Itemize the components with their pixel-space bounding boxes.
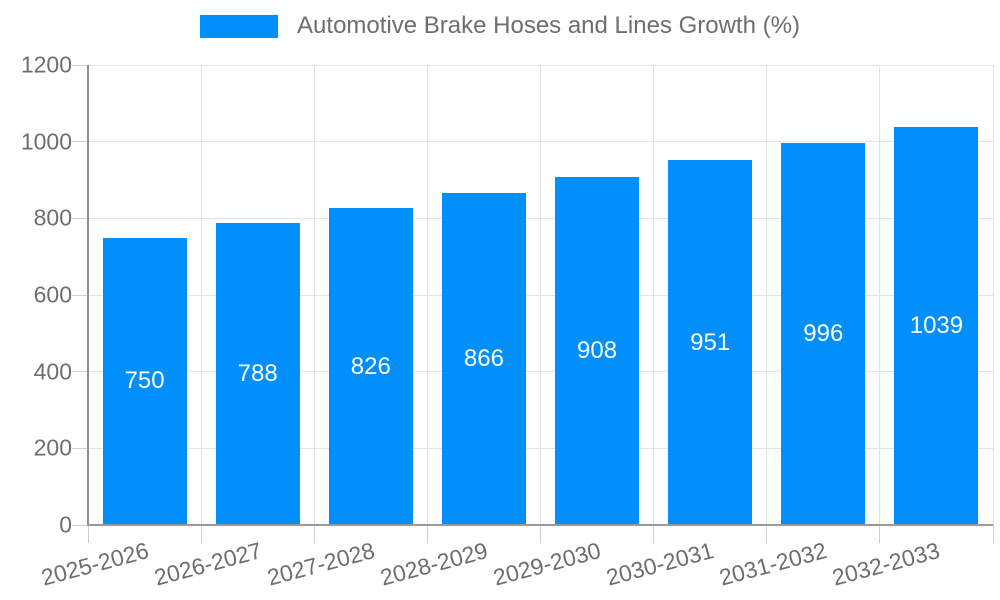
y-tick-label: 1000	[20, 128, 72, 155]
y-tick-mark	[72, 141, 88, 143]
y-tick-label: 1200	[20, 51, 72, 78]
y-tick-label: 200	[33, 434, 72, 461]
bar[interactable]	[894, 126, 979, 525]
bar-value-label: 1039	[909, 311, 964, 339]
legend[interactable]: Automotive Brake Hoses and Lines Growth …	[0, 14, 1000, 38]
x-tick-mark	[766, 525, 768, 543]
x-gridline	[426, 65, 428, 525]
x-gridline	[766, 65, 768, 525]
bar-value-label: 788	[237, 359, 278, 387]
y-tick-label: 600	[33, 281, 72, 308]
x-axis-line	[87, 524, 993, 526]
x-tick-mark	[992, 525, 994, 543]
bar[interactable]	[102, 237, 187, 525]
x-tick-label-text: 2032-2033	[829, 537, 943, 591]
x-tick-mark	[653, 525, 655, 543]
x-gridline	[653, 65, 655, 525]
x-tick-mark	[426, 525, 428, 543]
y-tick-label: 400	[33, 358, 72, 385]
bar-value-label: 951	[690, 328, 731, 356]
x-gridline	[313, 65, 315, 525]
y-tick-mark	[72, 294, 88, 296]
x-gridline	[200, 65, 202, 525]
x-tick-mark	[313, 525, 315, 543]
bar-value-label: 908	[577, 336, 618, 364]
bar[interactable]	[215, 222, 300, 525]
x-gridline	[540, 65, 541, 525]
bar-value-label: 866	[463, 345, 504, 373]
y-tick-mark	[72, 371, 88, 373]
x-tick-label-text: 2028-2029	[377, 537, 491, 591]
bar[interactable]	[328, 208, 413, 525]
bar[interactable]	[781, 143, 866, 525]
x-tick-label-text: 2031-2032	[716, 537, 830, 591]
y-tick-label: 0	[59, 511, 72, 538]
legend-swatch	[200, 14, 279, 38]
bar[interactable]	[441, 193, 526, 525]
legend-series-label: Automotive Brake Hoses and Lines Growth …	[297, 12, 800, 39]
x-tick-label-text: 2030-2031	[603, 537, 717, 591]
y-tick-mark	[72, 447, 88, 449]
x-tick-label-text: 2027-2028	[264, 537, 378, 591]
bar[interactable]	[555, 176, 640, 525]
x-tick-mark	[540, 525, 541, 543]
y-tick-mark	[72, 524, 88, 526]
bar-value-label: 826	[350, 352, 391, 380]
bar-value-label: 996	[803, 320, 844, 348]
bar[interactable]	[668, 160, 753, 525]
y-tick-mark	[72, 64, 88, 66]
x-tick-label-text: 2029-2030	[490, 537, 604, 591]
y-tick-label: 800	[33, 204, 72, 231]
x-tick-mark	[87, 525, 89, 543]
x-gridline	[992, 65, 994, 525]
bar-value-label: 750	[124, 367, 165, 395]
y-axis-line	[87, 65, 89, 525]
x-tick-label-text: 2025-2026	[38, 537, 152, 591]
x-tick-label-text: 2026-2027	[151, 537, 265, 591]
x-tick-mark	[200, 525, 202, 543]
y-tick-mark	[72, 217, 88, 219]
x-tick-mark	[879, 525, 881, 543]
x-gridline	[879, 65, 881, 525]
